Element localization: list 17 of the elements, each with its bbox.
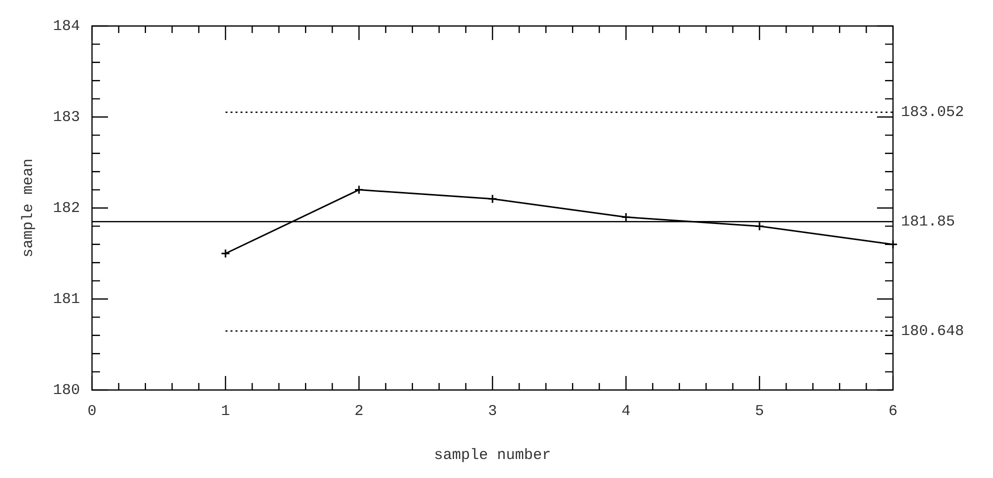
x-tick-label: 3 xyxy=(488,402,498,420)
y-tick-label: 181 xyxy=(52,290,80,308)
ref-line-label: 181.85 xyxy=(901,214,956,231)
y-tick-label: 182 xyxy=(52,200,80,217)
x-tick-label: 6 xyxy=(888,402,898,420)
x-tick-label: 4 xyxy=(621,402,631,420)
x-tick-label: 5 xyxy=(754,402,764,420)
x-tick-label: 2 xyxy=(354,402,364,420)
x-tick-label: 0 xyxy=(87,402,97,420)
x-axis-title: sample number xyxy=(434,446,552,464)
ref-line-label: 183.052 xyxy=(901,104,964,122)
y-axis-title: sample mean xyxy=(20,158,37,258)
y-tick-label: 183 xyxy=(52,108,80,126)
y-tick-label: 184 xyxy=(52,18,80,35)
y-tick-label: 180 xyxy=(52,382,80,399)
x-tick-label: 1 xyxy=(220,402,230,420)
ref-line-label: 180.648 xyxy=(901,323,964,340)
